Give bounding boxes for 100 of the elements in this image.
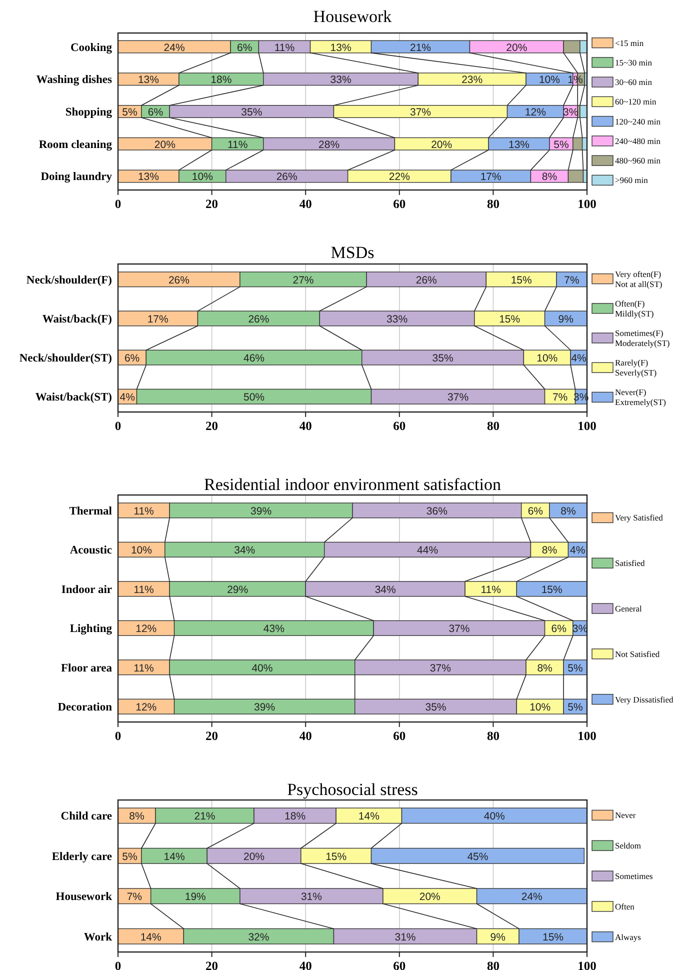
data-label: 28% — [318, 138, 340, 151]
data-label: 37% — [448, 623, 470, 636]
data-label: 8% — [542, 544, 558, 557]
data-label: 6% — [237, 42, 252, 54]
data-label: 34% — [234, 544, 256, 557]
y-tick-label: Elderly care — [52, 850, 112, 863]
legend-label: Often(F) Mildly(ST) — [615, 298, 654, 318]
data-label: 7% — [126, 891, 142, 904]
data-label: 45% — [467, 850, 488, 863]
data-label: 15% — [542, 931, 564, 944]
data-label: 11% — [227, 138, 248, 151]
chart-title: MSDs — [330, 243, 374, 262]
x-tick-label: 0 — [114, 959, 122, 970]
y-tick-label: Doing laundry — [40, 171, 112, 184]
data-label: 15% — [541, 584, 562, 596]
y-tick-label: Washing dishes — [36, 74, 113, 86]
data-label: 6% — [124, 352, 140, 365]
x-tick-label: 60 — [393, 419, 406, 433]
data-label: 15% — [510, 274, 532, 286]
data-label: 31% — [394, 931, 416, 944]
x-tick-label: 0 — [114, 197, 122, 211]
data-label: 40% — [252, 662, 273, 674]
data-label: 10% — [530, 702, 551, 714]
data-label: 33% — [330, 74, 352, 86]
data-label: 6% — [528, 505, 544, 518]
data-label: 19% — [184, 891, 206, 904]
x-tick-label: 100 — [578, 197, 596, 211]
data-label: 11% — [134, 505, 154, 518]
chart-title: Psychosocial stress — [287, 780, 418, 799]
data-label: 4% — [570, 544, 586, 557]
legend-label: >960 min — [615, 175, 649, 186]
y-tick-label: Acoustic — [70, 544, 112, 557]
data-label: 24% — [164, 42, 185, 54]
legend-label: Very Dissatisfied — [615, 694, 674, 704]
data-label: 8% — [560, 505, 576, 518]
legend-label: Not Satisfied — [615, 648, 660, 659]
data-label: 13% — [330, 42, 352, 54]
data-label: 39% — [254, 702, 276, 714]
data-label: 17% — [147, 313, 168, 326]
data-label: 5% — [554, 138, 569, 151]
y-tick-label: Cooking — [70, 42, 112, 54]
data-label: 20% — [419, 891, 440, 904]
x-tick-label: 60 — [393, 729, 406, 743]
data-label: 7% — [552, 392, 568, 404]
x-tick-label: 20 — [206, 197, 218, 211]
legend-label: 120~240 min — [615, 116, 662, 126]
legend-label: Very often(F) Not at all(ST) — [615, 268, 662, 289]
chart-title: Housework — [313, 7, 392, 26]
data-label: 37% — [410, 106, 432, 118]
data-label: 4% — [571, 352, 586, 365]
data-label: 31% — [300, 891, 322, 904]
data-label: 20% — [244, 850, 265, 863]
data-label: 20% — [154, 138, 176, 151]
data-label: 12% — [136, 702, 157, 714]
legend-label: Satisfied — [615, 558, 646, 568]
chart-title: Residential indoor environment satisfaction — [204, 475, 502, 494]
x-tick-label: 20 — [206, 959, 218, 970]
data-label: 11% — [134, 662, 154, 674]
data-label: 6% — [551, 623, 566, 636]
x-tick-label: 40 — [299, 959, 312, 970]
data-label: 10% — [192, 171, 213, 184]
data-label: 5% — [122, 106, 138, 118]
x-tick-label: 80 — [486, 419, 500, 433]
y-tick-label: Work — [84, 931, 113, 944]
data-label: 5% — [568, 702, 583, 714]
legend-label: 480~960 min — [615, 156, 662, 166]
data-label: 21% — [194, 810, 216, 823]
data-label: 7% — [564, 274, 580, 286]
x-tick-label: 40 — [299, 197, 312, 211]
data-label: 12% — [524, 106, 546, 118]
data-label: 33% — [386, 313, 408, 326]
legend-label: 30~60 min — [615, 77, 653, 88]
data-label: 14% — [164, 850, 185, 863]
data-label: 24% — [521, 891, 542, 904]
data-label: 11% — [134, 584, 154, 596]
data-label: 29% — [227, 584, 248, 596]
data-label: 27% — [292, 274, 314, 286]
legend-label: Seldom — [615, 840, 642, 851]
data-label: 20% — [506, 42, 528, 54]
y-tick-label: Neck/shoulder(ST) — [19, 352, 112, 365]
data-label: 13% — [138, 74, 159, 86]
data-label: 10% — [130, 544, 152, 557]
data-label: 18% — [210, 74, 232, 86]
data-label: 10% — [538, 74, 560, 86]
data-label: 8% — [537, 662, 552, 674]
data-label: 9% — [490, 931, 506, 944]
data-label: 26% — [416, 274, 437, 286]
x-tick-label: 100 — [578, 729, 596, 743]
data-label: 32% — [248, 931, 270, 944]
data-label: 34% — [374, 584, 396, 596]
y-tick-label: Child care — [60, 810, 112, 823]
data-label: 44% — [417, 544, 438, 557]
x-tick-label: 100 — [578, 959, 596, 970]
y-tick-label: Decoration — [58, 702, 113, 714]
data-label: 23% — [462, 74, 483, 86]
y-tick-label: Neck/shoulder(F) — [26, 274, 112, 286]
y-tick-label: Housework — [56, 891, 113, 904]
x-tick-label: 40 — [299, 419, 312, 433]
x-tick-label: 80 — [486, 959, 500, 970]
data-label: 8% — [129, 810, 144, 823]
